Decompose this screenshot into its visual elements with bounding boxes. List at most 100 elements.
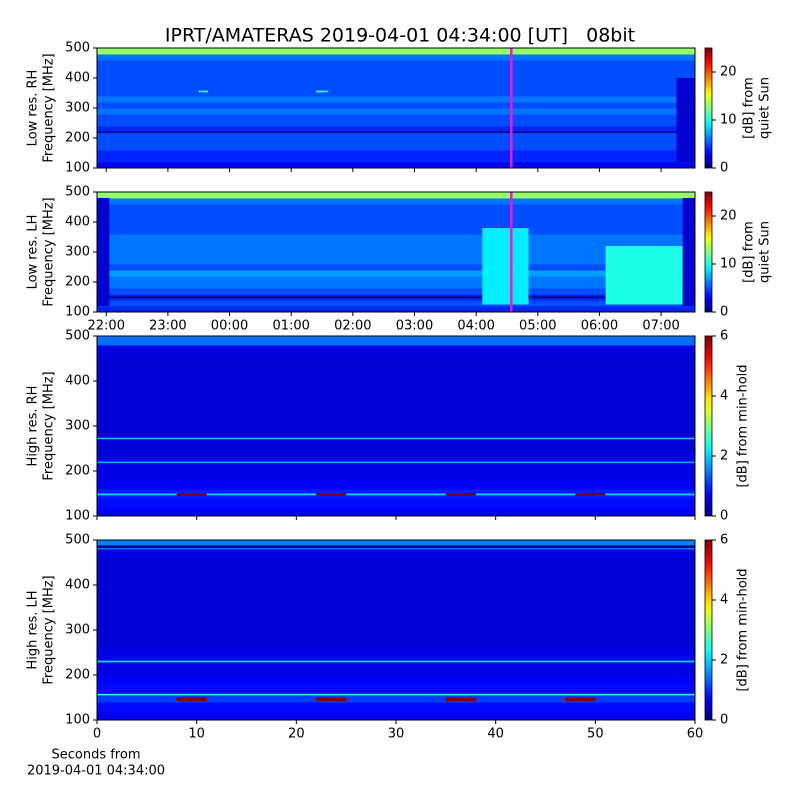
spectrum-band <box>97 108 695 115</box>
y-axis-label: High res. LH <box>26 590 41 669</box>
x-tick-label: 03:00 <box>396 319 433 334</box>
spectrum-band <box>97 204 695 211</box>
spectrum-feature <box>315 90 329 93</box>
spectrum-band <box>97 711 695 720</box>
colorbar <box>704 335 713 517</box>
spectrum-band <box>97 639 695 649</box>
spectrum-band <box>97 96 695 103</box>
colorbar <box>704 191 713 313</box>
x-tick-label: 07:00 <box>642 319 679 334</box>
spectrum-band <box>97 630 695 640</box>
x-tick-label: 30 <box>388 727 405 742</box>
x-tick-label: 40 <box>487 727 504 742</box>
spectrum-band <box>97 381 695 391</box>
y-tick-label: 300 <box>65 245 90 260</box>
spectrum-band <box>97 252 695 259</box>
spectrum-band <box>97 585 695 595</box>
spectrum-band <box>97 120 695 127</box>
spectrum-band <box>97 246 695 253</box>
spectrum-band <box>97 408 695 418</box>
spectrum-band <box>97 258 695 265</box>
spectrum-band <box>97 192 695 199</box>
spectrum-feature <box>97 693 695 696</box>
x-tick-label: 01:00 <box>272 319 309 334</box>
spectrum-band <box>97 150 695 157</box>
spectrum-feature <box>97 493 695 496</box>
plot-area <box>97 48 695 168</box>
colorbar-label: [dB] from <box>742 221 757 283</box>
spectrum-feature <box>97 198 110 306</box>
colorbar-label: quiet Sun <box>758 221 773 283</box>
spectrum-band <box>97 102 695 109</box>
spectrum-feature <box>605 246 683 305</box>
spectrum-band <box>97 621 695 631</box>
colorbar <box>704 47 713 169</box>
x-tick-label: 22:00 <box>88 319 125 334</box>
colorbar-label: [dB] from min-hold <box>736 364 751 487</box>
spectrum-band <box>97 336 695 346</box>
colorbar <box>704 539 713 721</box>
spectrum-band <box>97 345 695 355</box>
spectrum-band <box>97 78 695 85</box>
spectrum-band <box>97 666 695 676</box>
y-axis-label: Frequency [MHz] <box>42 575 57 684</box>
spectrum-band <box>97 549 695 559</box>
plot-area <box>97 336 695 516</box>
spectrum-band <box>97 306 695 312</box>
y-tick-label: 400 <box>65 374 90 389</box>
spectrum-band <box>97 435 695 445</box>
spectrum-band <box>97 228 695 235</box>
colorbar-tick-label: 2 <box>720 653 728 668</box>
x-tick-label: 02:00 <box>334 319 371 334</box>
x-tick-label: 23:00 <box>149 319 186 334</box>
plot-area <box>97 540 695 720</box>
colorbar-label: quiet Sun <box>758 77 773 139</box>
y-tick-label: 300 <box>65 101 90 116</box>
spectrum-band <box>97 300 695 307</box>
y-tick-label: 400 <box>65 215 90 230</box>
spectrum-band <box>97 540 695 550</box>
spectrum-band <box>97 444 695 454</box>
y-tick-label: 300 <box>65 623 90 638</box>
colorbar-tick-label: 6 <box>720 329 728 344</box>
y-tick-label: 500 <box>65 533 90 548</box>
spectrum-band <box>97 453 695 463</box>
spectrum-band <box>97 126 695 133</box>
spectrum-band <box>97 417 695 427</box>
y-tick-label: 400 <box>65 71 90 86</box>
y-tick-label: 100 <box>65 509 90 524</box>
spectrum-band <box>97 693 695 703</box>
colorbar-tick-label: 10 <box>720 257 737 272</box>
spectrum-feature <box>575 493 606 496</box>
spectrum-band <box>97 288 695 295</box>
spectrum-feature <box>565 697 596 702</box>
spectrum-band <box>97 648 695 658</box>
colorbar-tick-label: 0 <box>720 713 728 728</box>
spectrum-feature <box>176 697 207 702</box>
x-tick-label: 10 <box>188 727 205 742</box>
spectrum-feature <box>176 493 207 496</box>
y-tick-label: 200 <box>65 275 90 290</box>
spectrum-feature <box>97 461 695 464</box>
spectrum-band <box>97 558 695 568</box>
spectrum-feature <box>482 228 529 305</box>
x-tick-label: 00:00 <box>211 319 248 334</box>
spectrum-band <box>97 399 695 409</box>
spectrum-band <box>97 234 695 241</box>
spectrum-feature <box>682 198 695 306</box>
spectrum-band <box>97 612 695 622</box>
y-axis-label: High res. RH <box>26 386 41 467</box>
spectrum-band <box>97 675 695 685</box>
y-tick-label: 300 <box>65 419 90 434</box>
x-tick-label: 06:00 <box>581 319 618 334</box>
colorbar-tick-label: 0 <box>720 305 728 320</box>
spectrum-band <box>97 354 695 364</box>
y-tick-label: 200 <box>65 668 90 683</box>
spectrum-band <box>97 270 695 277</box>
y-tick-label: 500 <box>65 185 90 200</box>
x-tick-label: 60 <box>687 727 704 742</box>
spectrum-band <box>97 264 695 271</box>
spectrum-feature <box>316 697 347 702</box>
spectrum-band <box>97 216 695 223</box>
